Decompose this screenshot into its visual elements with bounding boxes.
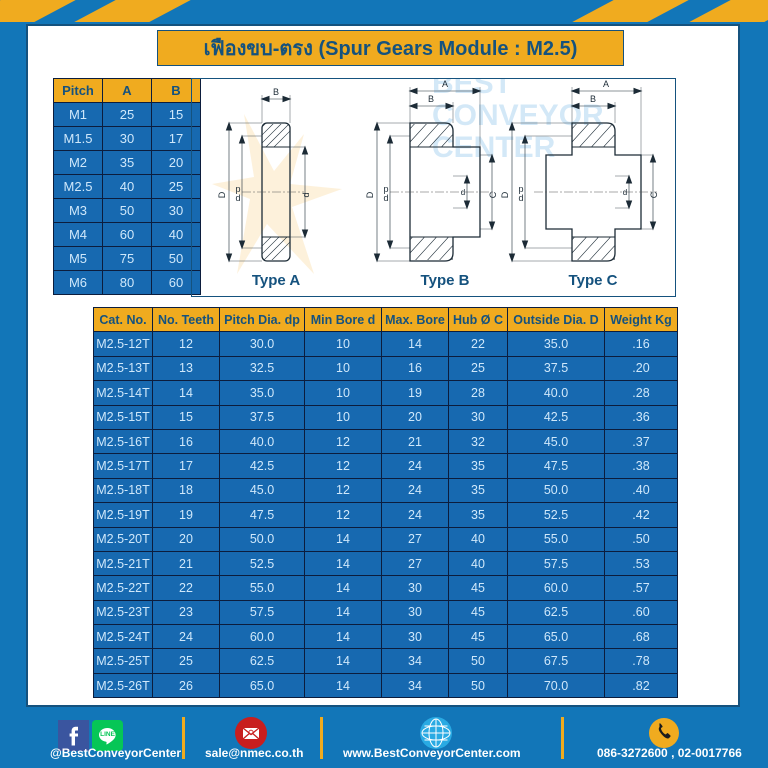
svg-text:C: C — [649, 191, 659, 198]
svg-text:B: B — [273, 87, 279, 97]
svg-text:D: D — [217, 191, 227, 198]
svg-text:Type C: Type C — [569, 272, 618, 289]
svg-text:d: d — [461, 188, 465, 197]
svg-text:D: D — [365, 191, 375, 198]
svg-text:d: d — [623, 188, 627, 197]
svg-text:D: D — [500, 191, 510, 198]
svg-text:d: d — [383, 193, 388, 203]
svg-text:B: B — [428, 94, 434, 104]
svg-text:A: A — [603, 79, 609, 89]
svg-text:d: d — [301, 192, 311, 197]
svg-text:B: B — [590, 94, 596, 104]
svg-text:Type A: Type A — [252, 272, 301, 289]
svg-text:d: d — [235, 193, 240, 203]
svg-text:C: C — [488, 191, 498, 198]
svg-text:d: d — [518, 193, 523, 203]
svg-text:LINE: LINE — [100, 731, 115, 738]
svg-text:Type B: Type B — [421, 272, 470, 289]
svg-text:A: A — [442, 79, 448, 89]
